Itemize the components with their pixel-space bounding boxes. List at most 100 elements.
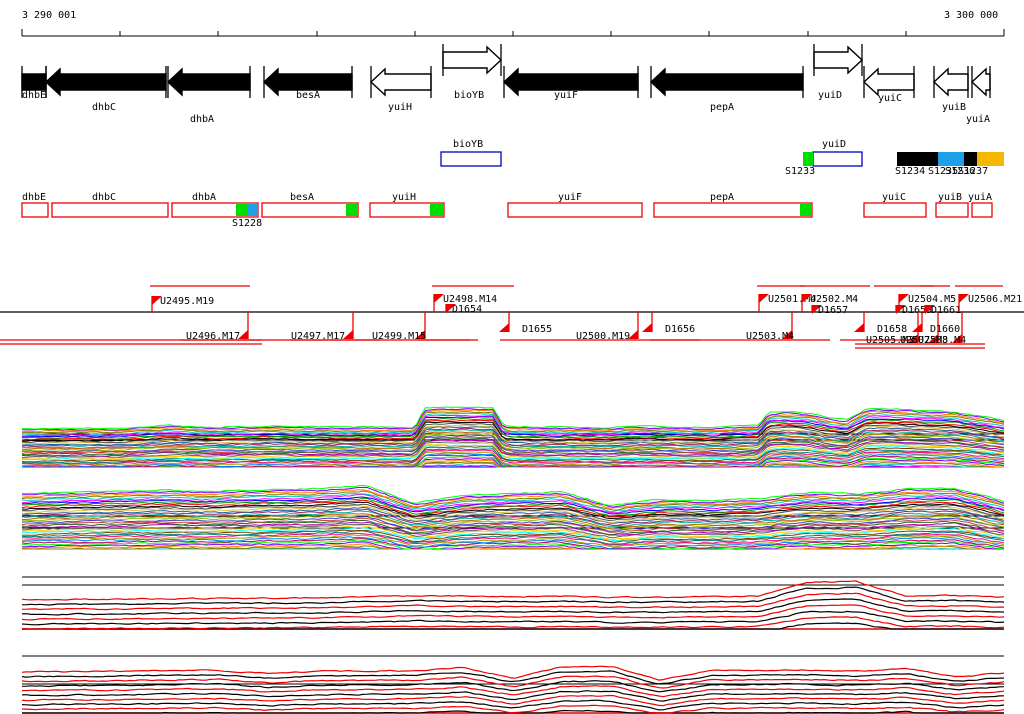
annotation-item-D1660[interactable]: D1660 [912, 312, 960, 335]
cds-box-besA[interactable]: besA [261, 192, 359, 218]
cds-box-outline[interactable] [971, 202, 993, 218]
gene-arrow-shape[interactable] [369, 67, 432, 97]
annotation-item-U2497.M17[interactable]: U2497.M17 [291, 312, 354, 342]
annotation-item-D1659[interactable]: D1659 [895, 305, 932, 316]
segment-block-S1237[interactable] [977, 152, 1004, 166]
segment-block-S1236[interactable] [964, 152, 977, 166]
gene-label-dhbE: dhbE [22, 90, 46, 101]
cds-color-block-green[interactable] [430, 204, 444, 216]
feature-color-block-green[interactable] [803, 152, 813, 166]
expression-profile-track-3[interactable] [0, 565, 1024, 630]
gene-arrow-dhbE[interactable]: dhbE [21, 66, 47, 101]
signal-trace [21, 437, 1005, 456]
gene-arrow-shape[interactable] [262, 67, 353, 97]
annotation-item-U2501.M4[interactable]: U2501.M4 [758, 294, 816, 312]
gene-arrow-besA[interactable]: besA [262, 66, 353, 101]
signal-trace [21, 427, 1005, 447]
annotation-item-U2503.M4[interactable]: U2503.M4 [746, 312, 794, 342]
cds-box-outline[interactable] [863, 202, 927, 218]
cds-box-dhbE[interactable]: dhbE [21, 192, 49, 218]
cds-box-yuiB[interactable]: yuiB [935, 192, 969, 218]
cds-box-yuiH[interactable]: yuiH [369, 192, 445, 218]
gene-arrow-shape[interactable] [970, 67, 991, 97]
cds-color-block-green[interactable] [236, 204, 248, 216]
annotation-item-U2495.M19[interactable]: U2495.M19 [151, 296, 214, 312]
cds-box-outline[interactable] [261, 202, 359, 218]
gene-arrow-track[interactable]: dhbE dhbC dhbA besA yuiH bioYB yuiF pepA yuiD yui… [0, 44, 1024, 128]
gene-arrow-yuiF[interactable]: yuiF [502, 66, 639, 101]
gene-arrow-yuiB[interactable]: yuiB [932, 66, 969, 113]
cds-box-yuiA[interactable]: yuiA [968, 192, 993, 218]
gene-arrow-dhbA[interactable]: dhbA [166, 66, 251, 125]
feature-box-outline[interactable] [440, 151, 502, 167]
annotation-item-D1655[interactable]: D1655 [499, 312, 552, 335]
segment-label-S1235: S1235 [928, 166, 958, 177]
gene-label-dhbC: dhbC [92, 102, 116, 113]
annotation-item-D1654[interactable]: D1654 [445, 304, 482, 315]
annotation-item-U2507.M3[interactable]: U2507.M3 [900, 312, 948, 346]
annotation-item-U2508.M4[interactable]: U2508.M4 [918, 312, 966, 346]
signal-trace [22, 513, 1005, 529]
feature-box-outline[interactable] [812, 151, 863, 167]
signal-trace [21, 452, 1005, 468]
gene-arrow-pepA[interactable]: pepA [649, 66, 804, 113]
cds-box-dhbA[interactable]: dhbA [171, 192, 259, 218]
gene-arrow-shape[interactable] [166, 67, 251, 97]
annotation-item-D1656[interactable]: D1656 [642, 312, 695, 335]
feature-box-yuiD[interactable]: yuiD [803, 139, 863, 167]
expression-profile-track-2[interactable] [0, 470, 1024, 550]
cds-box-dhbC[interactable]: dhbC [51, 192, 169, 218]
coordinate-ruler[interactable] [0, 28, 1024, 42]
cds-color-block-green[interactable] [800, 204, 812, 216]
signal-trace [21, 429, 1005, 449]
cds-box-outline[interactable] [653, 202, 813, 218]
end-coordinate-label: 3 300 000 [944, 10, 999, 21]
cds-box-yuiF[interactable]: yuiF [507, 192, 643, 218]
gene-arrow-shape[interactable] [862, 67, 915, 97]
gene-arrow-yuiH[interactable]: yuiH [369, 66, 432, 113]
segment-label-S1234: S1234 [895, 166, 925, 177]
cds-box-yuiC[interactable]: yuiC [863, 192, 927, 218]
annotation-item-U2506.M21[interactable]: U2506.M21 [958, 294, 1022, 312]
gene-arrow-shape[interactable] [813, 45, 864, 75]
gene-arrow-yuiD[interactable]: yuiD [813, 44, 864, 101]
annotation-item-U2498.M14[interactable]: U2498.M14 [433, 294, 497, 312]
annotation-item-U2500.M19[interactable]: U2500.M19 [576, 312, 639, 342]
annotation-item-U2499.M15[interactable]: U2499.M15 [372, 312, 426, 342]
signal-trace [21, 604, 1005, 621]
segment-block-S1235[interactable] [938, 152, 964, 166]
gene-arrow-shape[interactable] [649, 67, 804, 97]
cds-box-outline[interactable] [51, 202, 169, 218]
annotation-label-D1658: D1658 [877, 324, 907, 335]
cds-box-pepA[interactable]: pepA [653, 192, 813, 218]
cds-box-outline[interactable] [21, 202, 49, 218]
gene-arrow-shape[interactable] [502, 67, 639, 97]
segment-block-S1234[interactable] [897, 152, 938, 166]
annotation-item-U2502.M4[interactable]: U2502.M4 [801, 294, 858, 312]
annotation-label-U2497.M17: U2497.M17 [291, 331, 345, 342]
annotation-item-D1657[interactable]: D1657 [811, 305, 848, 316]
cds-color-block-green[interactable] [346, 204, 358, 216]
gene-arrow-shape[interactable] [21, 73, 47, 91]
gene-arrow-yuiA[interactable]: yuiA [966, 66, 991, 125]
gene-arrow-yuiC[interactable]: yuiC [862, 66, 915, 104]
expression-profile-track-4[interactable] [0, 648, 1024, 714]
annotation-item-D1658[interactable]: D1658 [854, 312, 907, 335]
expression-profile-track-1[interactable] [0, 398, 1024, 468]
annotation-item-D1661[interactable]: D1661 [924, 305, 961, 316]
cds-box-outline[interactable] [935, 202, 969, 218]
gene-arrow-shape[interactable] [44, 67, 167, 97]
gene-arrow-shape[interactable] [442, 45, 503, 75]
lower-feature-track[interactable]: dhbE dhbC dhbA besA yuiH yuiF pepA yuiC yuiB yuiA… [0, 190, 1024, 236]
annotation-item-U2496.M17[interactable]: U2496.M17 [186, 312, 249, 342]
signal-trace [21, 409, 1005, 433]
cds-box-outline[interactable] [507, 202, 643, 218]
unit-annotation-track[interactable]: U2495.M19 U2498.M14D1654U2501.M4U2502.M4D… [0, 278, 1024, 350]
gene-arrow-shape[interactable] [932, 67, 969, 97]
feature-box-bioYB[interactable]: bioYB [440, 139, 502, 167]
gene-arrow-dhbC[interactable]: dhbC [44, 66, 167, 113]
gene-arrow-bioYB[interactable]: bioYB [442, 44, 503, 101]
cds-color-block-cyan[interactable] [248, 204, 258, 216]
